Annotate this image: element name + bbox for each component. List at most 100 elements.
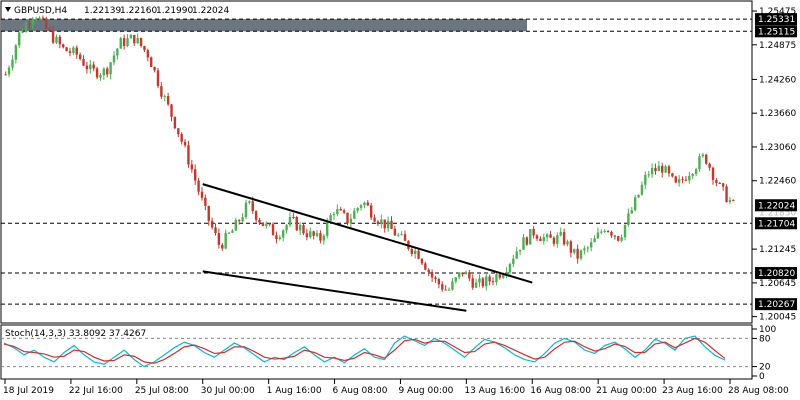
candle-body xyxy=(508,263,512,273)
candle-body xyxy=(495,274,498,283)
candle-body xyxy=(593,238,596,243)
candle-body xyxy=(278,237,282,240)
candle-body xyxy=(637,194,640,198)
candle-body xyxy=(224,232,227,249)
candle-body xyxy=(393,228,397,236)
time-tick-label: 13 Aug 16:00 xyxy=(464,386,525,396)
level-label-1-bg xyxy=(755,217,797,230)
candle-body xyxy=(549,234,552,238)
ohlc-open: 1.22139 xyxy=(84,6,121,16)
candle-body xyxy=(562,232,566,245)
candle-body xyxy=(92,64,95,69)
candle-body xyxy=(244,202,248,218)
price-tick-label: 1.20045 xyxy=(759,313,796,323)
candle-body xyxy=(122,38,126,46)
candle-body xyxy=(28,23,31,25)
candle-body xyxy=(485,276,488,287)
candle-body xyxy=(190,164,194,170)
candle-body xyxy=(24,23,28,32)
level-label-3-bg xyxy=(755,298,797,311)
candle-body xyxy=(177,128,180,135)
price-tick-label: 1.23060 xyxy=(759,143,796,153)
candle-body xyxy=(576,248,579,259)
resistance-upper-label: 1.25331 xyxy=(758,15,795,25)
level-label-1: 1.21704 xyxy=(758,219,795,229)
candle-body xyxy=(681,179,684,181)
candle-body xyxy=(569,241,573,253)
candle-body xyxy=(684,179,688,181)
candle-body xyxy=(600,231,603,233)
candle-body xyxy=(532,229,535,236)
candle-body xyxy=(481,278,485,287)
stoch-main-line xyxy=(3,335,726,368)
candle-body xyxy=(397,234,400,236)
candle-body xyxy=(285,225,288,231)
time-tick-label: 6 Aug 08:00 xyxy=(333,386,388,396)
candle-body xyxy=(163,96,166,98)
stoch-signal-line xyxy=(3,337,726,364)
candle-body xyxy=(58,36,62,45)
candle-body xyxy=(376,221,380,225)
candle-body xyxy=(529,229,532,245)
candle-body xyxy=(302,225,305,234)
candle-body xyxy=(386,220,390,229)
candle-body xyxy=(349,218,353,224)
candle-body xyxy=(444,289,447,291)
trendline-upper[interactable] xyxy=(202,183,533,284)
candle-body xyxy=(525,237,529,245)
dropdown-triangle-icon[interactable] xyxy=(5,7,11,12)
candle-body xyxy=(451,281,454,290)
candle-body xyxy=(413,250,417,254)
candle-body xyxy=(380,219,383,225)
candle-body xyxy=(217,233,221,245)
candle-body xyxy=(420,258,424,264)
candle-body xyxy=(366,202,370,206)
candle-body xyxy=(369,205,373,218)
candle-body xyxy=(82,58,85,66)
candle-body xyxy=(62,44,65,48)
candle-body xyxy=(498,274,501,278)
candle-body xyxy=(106,68,109,75)
candle-body xyxy=(478,278,481,283)
candle-body xyxy=(633,197,637,211)
candle-body xyxy=(136,37,139,44)
candle-body xyxy=(102,68,106,76)
candle-body xyxy=(664,166,667,173)
candle-body xyxy=(583,248,586,251)
candle-body xyxy=(359,205,363,208)
candle-body xyxy=(356,207,359,211)
candle-body xyxy=(336,209,339,214)
candle-body xyxy=(251,201,254,212)
candle-body xyxy=(606,230,610,233)
candle-body xyxy=(586,247,589,249)
candle-body xyxy=(721,183,725,187)
candle-body xyxy=(698,156,701,170)
candle-body xyxy=(728,200,732,203)
candle-body xyxy=(234,220,238,231)
candle-body xyxy=(437,279,441,285)
time-tick-label: 28 Aug 08:00 xyxy=(728,386,789,396)
candle-body xyxy=(187,145,190,165)
candle-body xyxy=(539,238,542,242)
candle-body xyxy=(153,67,156,71)
candle-body xyxy=(268,223,271,225)
candle-body xyxy=(166,96,170,105)
candle-body xyxy=(671,173,674,177)
candle-body xyxy=(552,237,556,244)
trendline-lower[interactable] xyxy=(202,270,467,312)
price-axis: 1.25475 1.24875 1.24260 1.23660 1.23060 1.224… xyxy=(752,7,796,323)
stoch-tick-label: 80 xyxy=(759,334,771,344)
candle-body xyxy=(410,248,414,254)
candle-body xyxy=(346,212,349,224)
candle-body xyxy=(542,237,545,242)
candle-body xyxy=(640,184,644,195)
candle-body xyxy=(45,18,48,29)
candle-body xyxy=(11,59,14,68)
candle-body xyxy=(55,36,58,43)
time-tick-label: 22 Jul 16:00 xyxy=(69,386,123,396)
candle-body xyxy=(545,234,549,238)
level-label-2-bg xyxy=(755,267,797,280)
candle-body xyxy=(441,284,444,290)
resistance-zone xyxy=(1,19,527,32)
